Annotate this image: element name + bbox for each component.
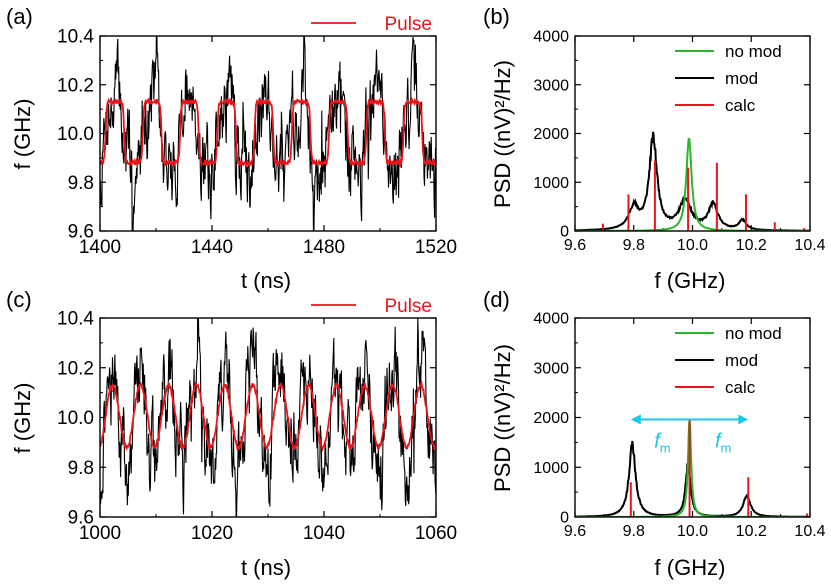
x-tick-label: 1020: [191, 523, 233, 544]
x-tick-label: 9.8: [623, 237, 645, 254]
plot-frame: [99, 35, 437, 232]
legend-label-no-mod: no mod: [725, 42, 782, 61]
y-tick-label: 1000: [533, 460, 569, 477]
y-axis-label: PSD ((nV)²/Hz): [490, 344, 515, 492]
nomod-trace: [575, 137, 810, 231]
x-tick-label: 10.4: [794, 237, 825, 254]
x-tick-label: 10.2: [736, 523, 767, 540]
y-tick-label: 3000: [533, 77, 569, 94]
x-tick-label: 9.8: [623, 523, 645, 540]
legend-label-mod: mod: [725, 351, 758, 370]
panel-label: (c): [6, 287, 32, 312]
panel-c: 1000 1020 1040 1060 9.6 9.8 10.0 10.2 10.4 t (ns)…: [6, 287, 457, 580]
fm-arrowhead-left: [630, 414, 641, 425]
x-tick-label: 1000: [79, 523, 121, 544]
x-tick-label: 1480: [303, 237, 345, 258]
y-tick-label: 0: [560, 224, 569, 241]
legend-pulse-label: Pulse: [384, 14, 432, 35]
y-tick-label: 4000: [533, 311, 569, 328]
pulse-trace: [100, 380, 436, 452]
legend-pulse-label: Pulse: [384, 296, 432, 317]
y-tick-label: 10.2: [57, 358, 94, 379]
y-tick-label: 10.0: [57, 124, 94, 145]
y-tick-label: 4000: [533, 29, 569, 46]
y-tick-label: 1000: [533, 175, 569, 192]
x-axis-label: t (ns): [241, 555, 291, 580]
fm-arrowhead-right: [738, 414, 749, 425]
x-tick-label: 10.2: [736, 237, 767, 254]
legend-label-calc: calc: [725, 378, 756, 397]
y-tick-label: 2000: [533, 410, 569, 427]
plot-frame: [99, 317, 437, 518]
measured-trace: [100, 36, 436, 231]
x-tick-label: 9.6: [564, 237, 586, 254]
y-tick-label: 10.2: [57, 75, 94, 96]
y-axis-label: f (GHz): [10, 383, 35, 454]
fm-label: fm: [715, 430, 731, 455]
x-tick-label: 10.0: [677, 237, 708, 254]
panel-b: 9.6 9.8 10.0 10.2 10.4 0 1000 2000 3000 4000 f (GH…: [483, 4, 826, 293]
panel-a: 1400 1440 1480 1520 9.6 9.8 10.0 10.2 10.4 t (ns)…: [6, 4, 457, 293]
x-axis-label: f (GHz): [655, 268, 726, 293]
y-axis-label: PSD ((nV)²/Hz): [490, 60, 515, 208]
plot-area: [100, 318, 436, 517]
panel-label: (a): [6, 4, 33, 29]
plot-frame: [574, 35, 811, 232]
panel-label: (b): [483, 4, 510, 29]
y-tick-label: 10.4: [57, 309, 94, 330]
x-tick-label: 10.0: [677, 523, 708, 540]
plot-area: [575, 419, 810, 517]
legend-label-no-mod: no mod: [725, 324, 782, 343]
x-axis-label: f (GHz): [655, 555, 726, 580]
y-tick-label: 10.0: [57, 408, 94, 429]
x-tick-label: 1040: [303, 523, 345, 544]
y-tick-label: 9.6: [68, 222, 94, 243]
plot-area: [575, 131, 810, 231]
y-tick-label: 3000: [533, 360, 569, 377]
legend-label-mod: mod: [725, 69, 758, 88]
x-tick-label: 1440: [191, 237, 233, 258]
measured-trace: [100, 318, 436, 517]
plot-area: [100, 36, 436, 231]
y-tick-label: 0: [560, 510, 569, 527]
panel-label: (d): [483, 287, 510, 312]
y-axis-label: f (GHz): [10, 99, 35, 170]
y-tick-label: 10.4: [57, 27, 94, 48]
y-tick-label: 2000: [533, 126, 569, 143]
x-tick-label: 1400: [79, 237, 121, 258]
pulse-trace: [100, 96, 436, 169]
legend-label-calc: calc: [725, 96, 756, 115]
x-tick-label: 9.6: [564, 523, 586, 540]
y-tick-label: 9.8: [68, 458, 94, 479]
plot-frame: [574, 317, 811, 518]
x-tick-label: 10.4: [794, 523, 825, 540]
x-axis-label: t (ns): [241, 268, 291, 293]
panel-d: 9.6 9.8 10.0 10.2 10.4 0 1000 2000 3000 4000 f (GH…: [483, 287, 826, 580]
x-tick-label: 1060: [415, 523, 457, 544]
y-tick-label: 9.6: [68, 508, 94, 529]
x-tick-label: 1520: [415, 237, 457, 258]
fm-label: fm: [654, 430, 670, 455]
y-tick-label: 9.8: [68, 173, 94, 194]
